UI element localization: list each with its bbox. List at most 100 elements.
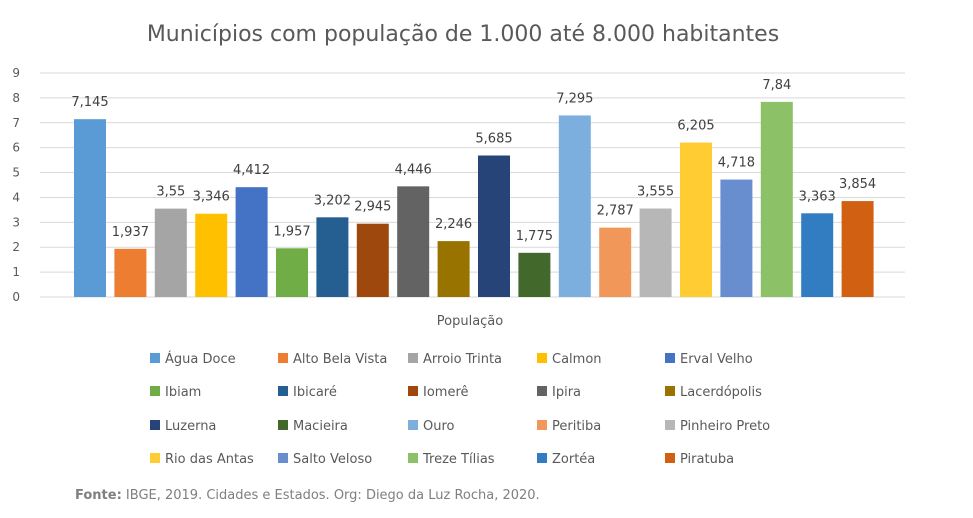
legend-label: Salto Veloso [293,452,372,467]
bar [276,248,308,297]
legend-label: Iomerê [423,385,469,400]
legend-swatch [150,386,160,396]
legend-swatch [150,453,160,463]
bar [518,252,551,297]
legend-label: Piratuba [680,452,734,467]
bar [397,186,430,297]
data-label: 3,55 [156,185,185,200]
data-label: 6,205 [677,119,714,134]
legend-label: Ibicaré [293,385,337,400]
bar [841,201,874,297]
legend-label: Peritiba [552,419,601,434]
legend-swatch [278,386,288,396]
bar [478,155,510,297]
bar [639,208,672,297]
data-label: 2,787 [597,204,634,219]
data-label: 1,937 [112,225,149,240]
source-text: IBGE, 2019. Cidades e Estados. Org: Dieg… [121,488,540,503]
y-tick-label: 5 [12,166,20,180]
y-tick-label: 7 [12,116,20,130]
legend-swatch [408,386,418,396]
bar [235,187,268,297]
data-label: 3,854 [839,177,876,192]
bar [680,142,712,297]
data-label: 3,363 [799,189,836,204]
data-label: 3,555 [637,185,674,200]
legend-swatch [150,353,160,363]
y-tick-label: 2 [12,240,20,254]
data-label: 7,145 [71,95,108,110]
legend-label: Arroio Trinta [423,352,502,367]
bar [760,101,793,297]
legend-swatch [665,420,675,430]
data-label: 4,446 [395,162,432,177]
bar [437,241,470,297]
data-label: 4,412 [233,163,270,178]
legend-label: Luzerna [165,419,216,434]
data-label: 5,685 [475,132,512,147]
data-label: 2,246 [435,217,472,232]
y-tick-label: 1 [12,265,20,279]
legend-label: Lacerdópolis [680,385,762,400]
legend-label: Calmon [552,352,602,367]
data-label: 3,202 [314,193,351,208]
legend-label: Macieira [293,419,348,434]
y-tick-label: 9 [12,66,20,80]
legend-label: Rio das Antas [165,452,254,467]
legend-swatch [537,386,547,396]
legend-label: Erval Velho [680,352,753,367]
legend-swatch [537,353,547,363]
data-label: 4,718 [718,156,755,171]
bar [801,213,834,297]
legend-label: Zortéa [552,452,595,467]
x-axis-label: População [437,314,504,329]
bar [599,227,632,297]
legend-label: Ipira [552,385,581,400]
legend-label: Pinheiro Preto [680,419,770,434]
bar [74,119,106,298]
legend-swatch [665,353,675,363]
data-label: 3,346 [193,190,230,205]
bar [154,208,187,297]
legend-label: Água Doce [165,351,236,367]
bar [114,248,147,297]
bar [316,217,349,297]
legend: Água Doce Alto Bela Vista Arroio Trinta Cal… [150,351,770,467]
chart-area: Municípios com população de 1.000 até 8.… [12,22,905,467]
y-tick-label: 8 [12,91,20,105]
legend-label: Ouro [423,419,455,434]
legend-swatch [150,420,160,430]
bar [720,179,753,297]
source-note: Fonte: IBGE, 2019. Cidades e Estados. Or… [75,488,540,503]
source-label: Fonte: [75,488,122,503]
bar-chart: Municípios com população de 1.000 até 8.… [12,22,905,467]
y-tick-label: 3 [12,215,20,229]
legend-swatch [665,453,675,463]
bar [195,213,228,297]
data-label: 2,945 [354,200,391,215]
legend-swatch [408,353,418,363]
legend-swatch [408,420,418,430]
y-axis-ticks: 0 1 2 3 4 5 6 7 8 9 [12,66,20,304]
data-label: 7,295 [556,91,593,106]
legend-label: Treze Tílias [422,452,495,467]
bars [74,101,874,298]
legend-label: Alto Bela Vista [293,352,387,367]
bar [356,223,389,297]
data-label: 1,775 [516,229,553,244]
legend-swatch [278,453,288,463]
legend-swatch [537,453,547,463]
legend-swatch [665,386,675,396]
y-tick-label: 0 [12,290,20,304]
legend-swatch [278,420,288,430]
y-tick-label: 6 [12,141,20,155]
legend-label: Ibiam [165,385,201,400]
legend-swatch [278,353,288,363]
y-tick-label: 4 [12,190,20,204]
legend-swatch [537,420,547,430]
chart-title: Municípios com população de 1.000 até 8.… [147,22,779,47]
legend-swatch [408,453,418,463]
bar [558,115,591,298]
data-label: 7,84 [762,78,791,93]
